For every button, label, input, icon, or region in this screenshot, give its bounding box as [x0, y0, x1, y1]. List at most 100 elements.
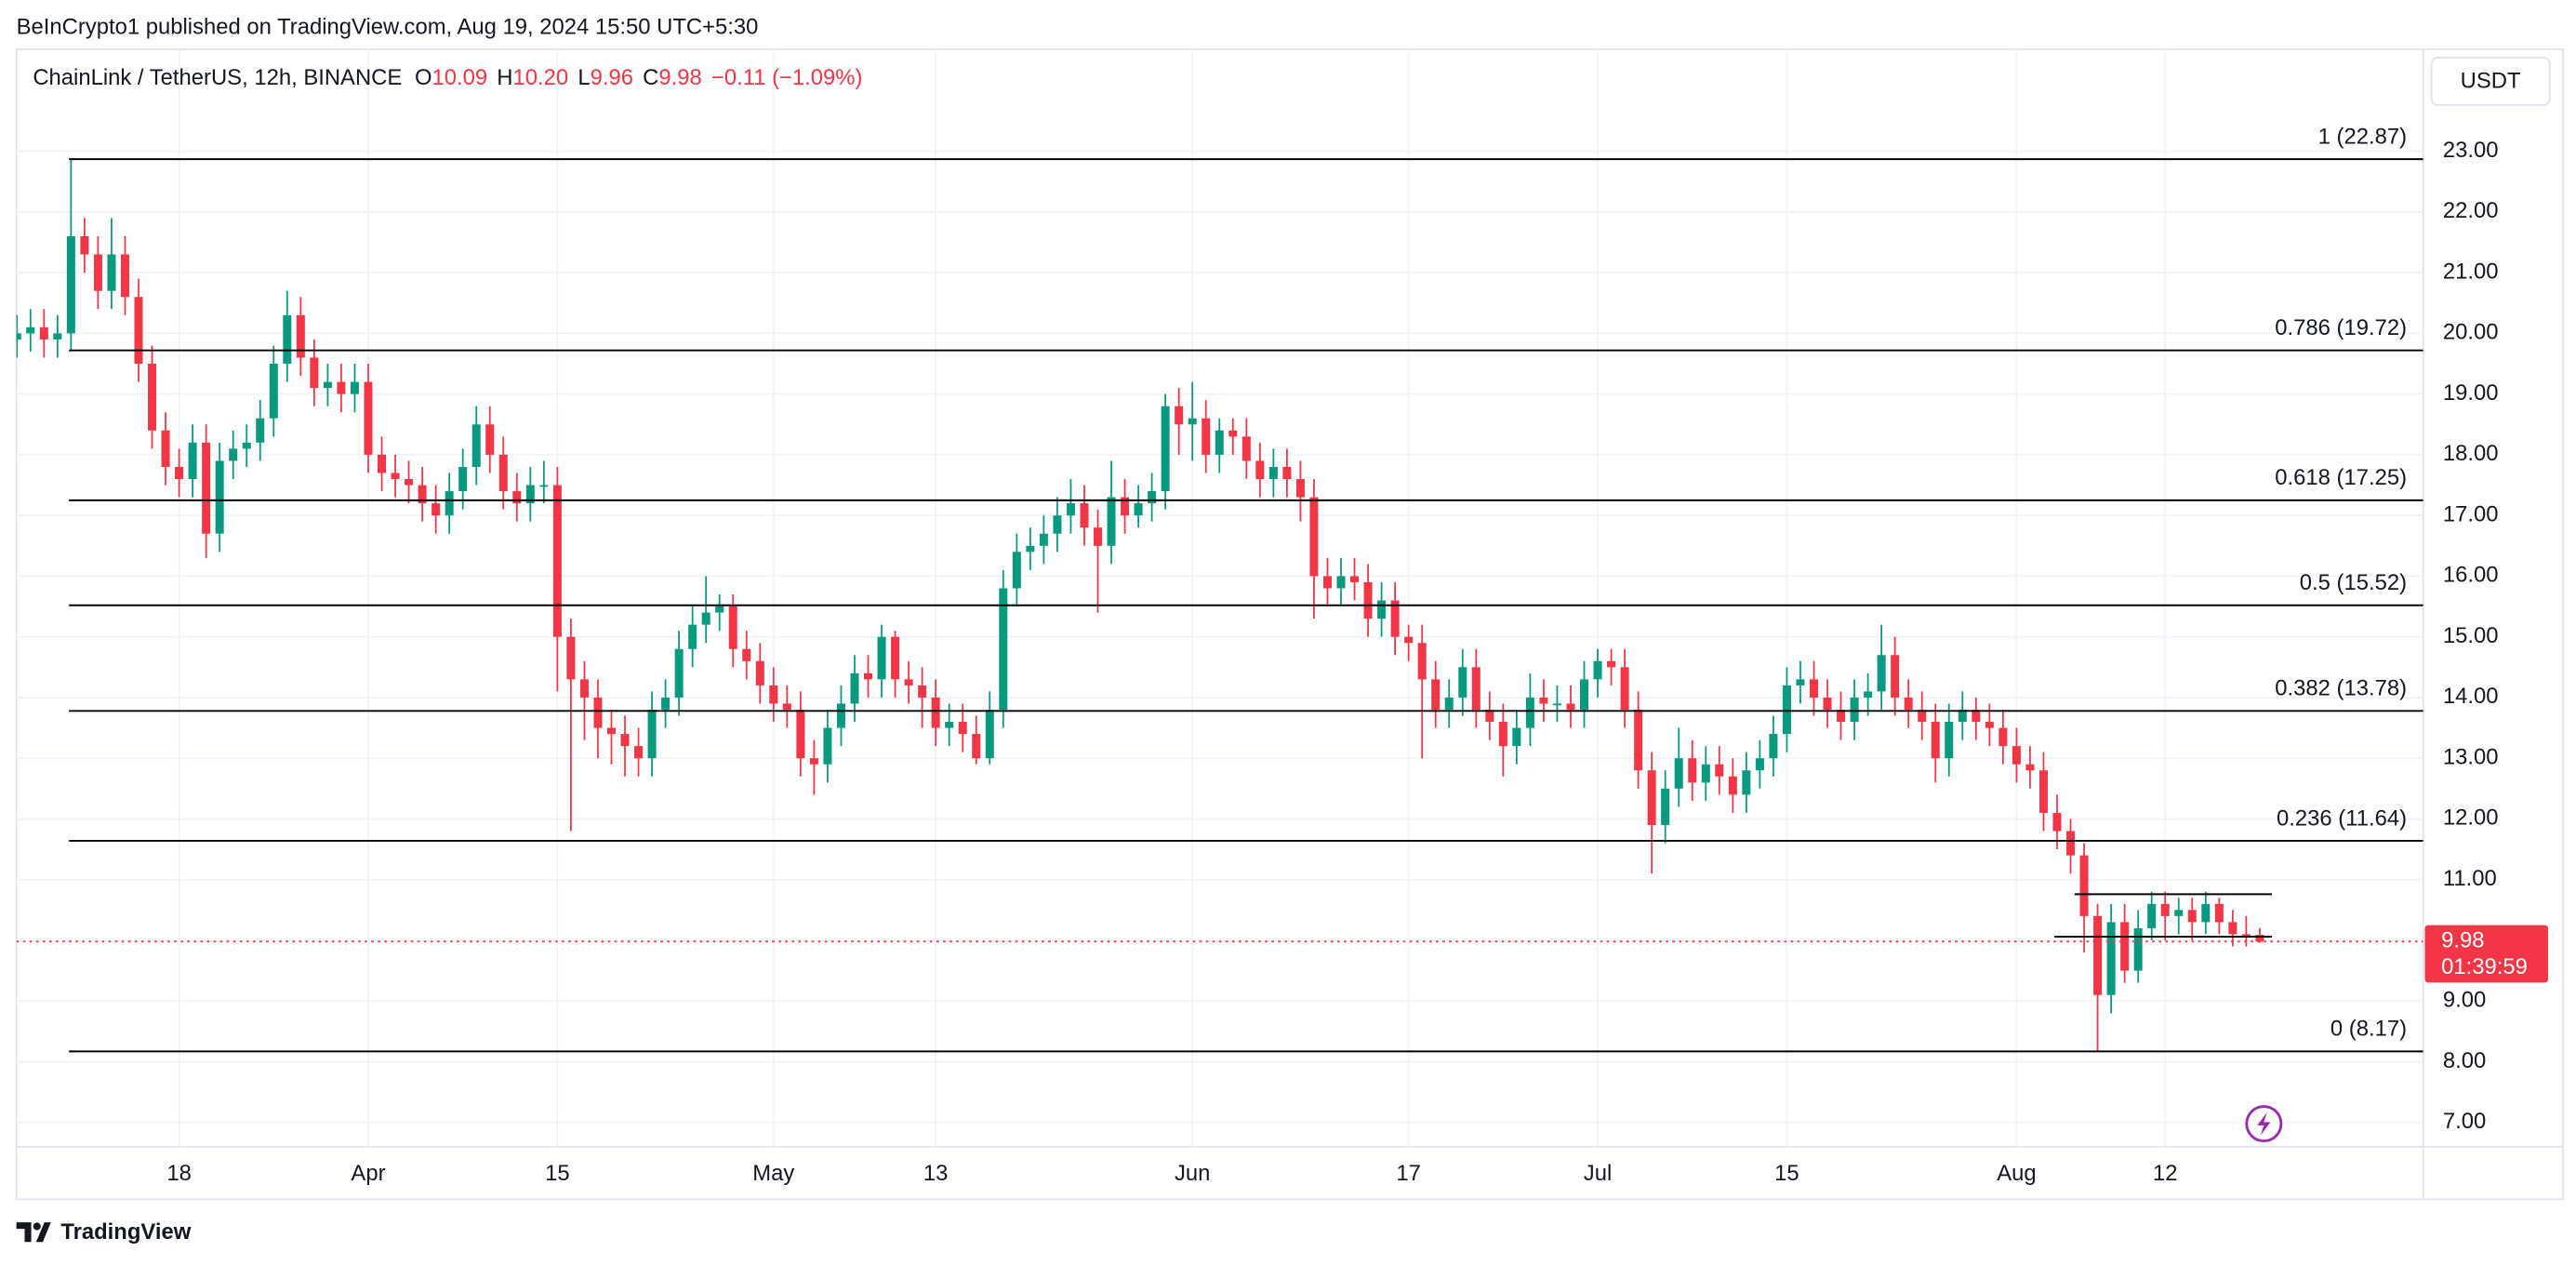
candle-body	[904, 679, 913, 686]
candle-body	[134, 297, 143, 365]
candle-body	[1539, 697, 1548, 704]
candle-body	[1958, 709, 1967, 723]
candle-body	[1661, 788, 1670, 825]
candle-body	[1268, 466, 1278, 480]
candle-body	[1295, 479, 1305, 498]
candle-body	[742, 648, 751, 661]
candle-body	[1769, 734, 1778, 759]
l-label: L	[578, 65, 590, 90]
icon-bolt[interactable]	[2257, 1112, 2271, 1136]
candle-body	[1255, 460, 1265, 480]
candle-body	[202, 442, 211, 534]
candle-body	[323, 381, 332, 389]
candle-body	[1012, 552, 1021, 589]
candle-body	[1782, 685, 1791, 735]
candle-body	[1026, 545, 1035, 553]
candle-body	[2255, 935, 2264, 942]
currency-button[interactable]	[2430, 56, 2551, 106]
candle-body	[1823, 697, 1832, 710]
candle-body	[310, 357, 319, 389]
candle-body	[1674, 758, 1683, 789]
candle-body	[269, 364, 278, 419]
candle-body	[985, 709, 994, 759]
x-tick-label: 18	[166, 1161, 192, 1186]
fib-level-label: 0.5 (15.52)	[2300, 570, 2407, 595]
y-tick-label: 21.00	[2443, 259, 2499, 284]
candle-body	[26, 326, 35, 334]
fib-level-label: 0 (8.17)	[2330, 1017, 2407, 1042]
candle-body	[931, 697, 940, 728]
symbol: ChainLink / TetherUS, 12h, BINANCE	[33, 65, 402, 90]
candle-body	[215, 460, 224, 534]
y-tick-label: 18.00	[2443, 441, 2499, 466]
candle-body	[2038, 770, 2048, 813]
candle-body	[1161, 406, 1170, 492]
candle-body	[647, 709, 657, 759]
candle-body	[2106, 922, 2116, 995]
legend: ChainLink / TetherUS, 12h, BINANCE O10.0…	[33, 65, 862, 90]
candle-body	[1107, 497, 1116, 546]
candle-body	[512, 491, 522, 504]
candle-body	[972, 734, 981, 759]
fib-level-label: 0.618 (17.25)	[2275, 465, 2407, 490]
candle-body	[283, 314, 292, 365]
candle-body	[1485, 709, 1494, 723]
x-tick-label: Aug	[1997, 1161, 2036, 1186]
fib-level-label: 0.236 (11.64)	[2277, 806, 2407, 831]
candle-body	[188, 442, 197, 480]
candle-body	[1148, 491, 1157, 504]
candle-body	[715, 606, 724, 613]
candle-body	[1498, 722, 1507, 747]
y-tick-label: 17.00	[2443, 501, 2499, 526]
candle-body	[1444, 697, 1454, 710]
candle-body	[1282, 466, 1292, 480]
candle-body	[1742, 770, 1751, 795]
candle-body	[1552, 703, 1561, 706]
lightning-icon[interactable]	[2245, 1105, 2283, 1143]
candle-body	[1228, 430, 1238, 437]
published-note: BeInCrypto1 published on TradingView.com…	[17, 14, 759, 39]
candle-body	[1796, 679, 1805, 686]
candle-body	[1309, 497, 1319, 577]
candle-body	[1620, 667, 1629, 710]
fib-level-label: 0.382 (13.78)	[2275, 676, 2407, 701]
candle-body	[1121, 497, 1130, 516]
candle-body	[66, 235, 75, 334]
c-label: C	[643, 65, 658, 90]
candle-body	[809, 758, 818, 765]
x-tick-label: 17	[1396, 1161, 1421, 1186]
x-tick-label: Jul	[1584, 1161, 1612, 1186]
candle-body	[2025, 764, 2035, 771]
countdown-label: 01:39:59	[2441, 954, 2528, 979]
plot-area	[16, 158, 2423, 1053]
candle-body	[593, 697, 603, 728]
candle-body	[1998, 727, 2008, 747]
candle-body	[1363, 581, 1373, 619]
candle-body	[378, 454, 387, 473]
candle-body	[1039, 533, 1048, 546]
candle-body	[1715, 764, 1724, 777]
candle-body	[850, 672, 859, 704]
candle-body	[1188, 418, 1197, 425]
y-tick-label: 14.00	[2443, 684, 2499, 709]
candle-body	[1985, 722, 1994, 728]
candle-body	[1864, 691, 1873, 698]
candle-body	[2093, 915, 2103, 995]
candle-body	[1580, 679, 1589, 710]
candle-body	[16, 333, 21, 340]
candle-body	[1701, 764, 1710, 783]
candle-body	[1850, 697, 1859, 723]
candle-body	[1134, 503, 1143, 516]
candle-body	[296, 314, 305, 358]
candle-body	[1877, 655, 1886, 692]
currency-label[interactable]: USDT	[2461, 69, 2521, 94]
candle-body	[1336, 576, 1346, 589]
candle-body	[1322, 576, 1332, 589]
candle-body	[1431, 679, 1441, 710]
axes: 7.008.009.0010.0011.0012.0013.0014.0015.…	[166, 124, 2548, 1186]
candle-body	[958, 722, 967, 735]
candle-body	[2079, 855, 2089, 916]
candle-body	[796, 709, 805, 759]
